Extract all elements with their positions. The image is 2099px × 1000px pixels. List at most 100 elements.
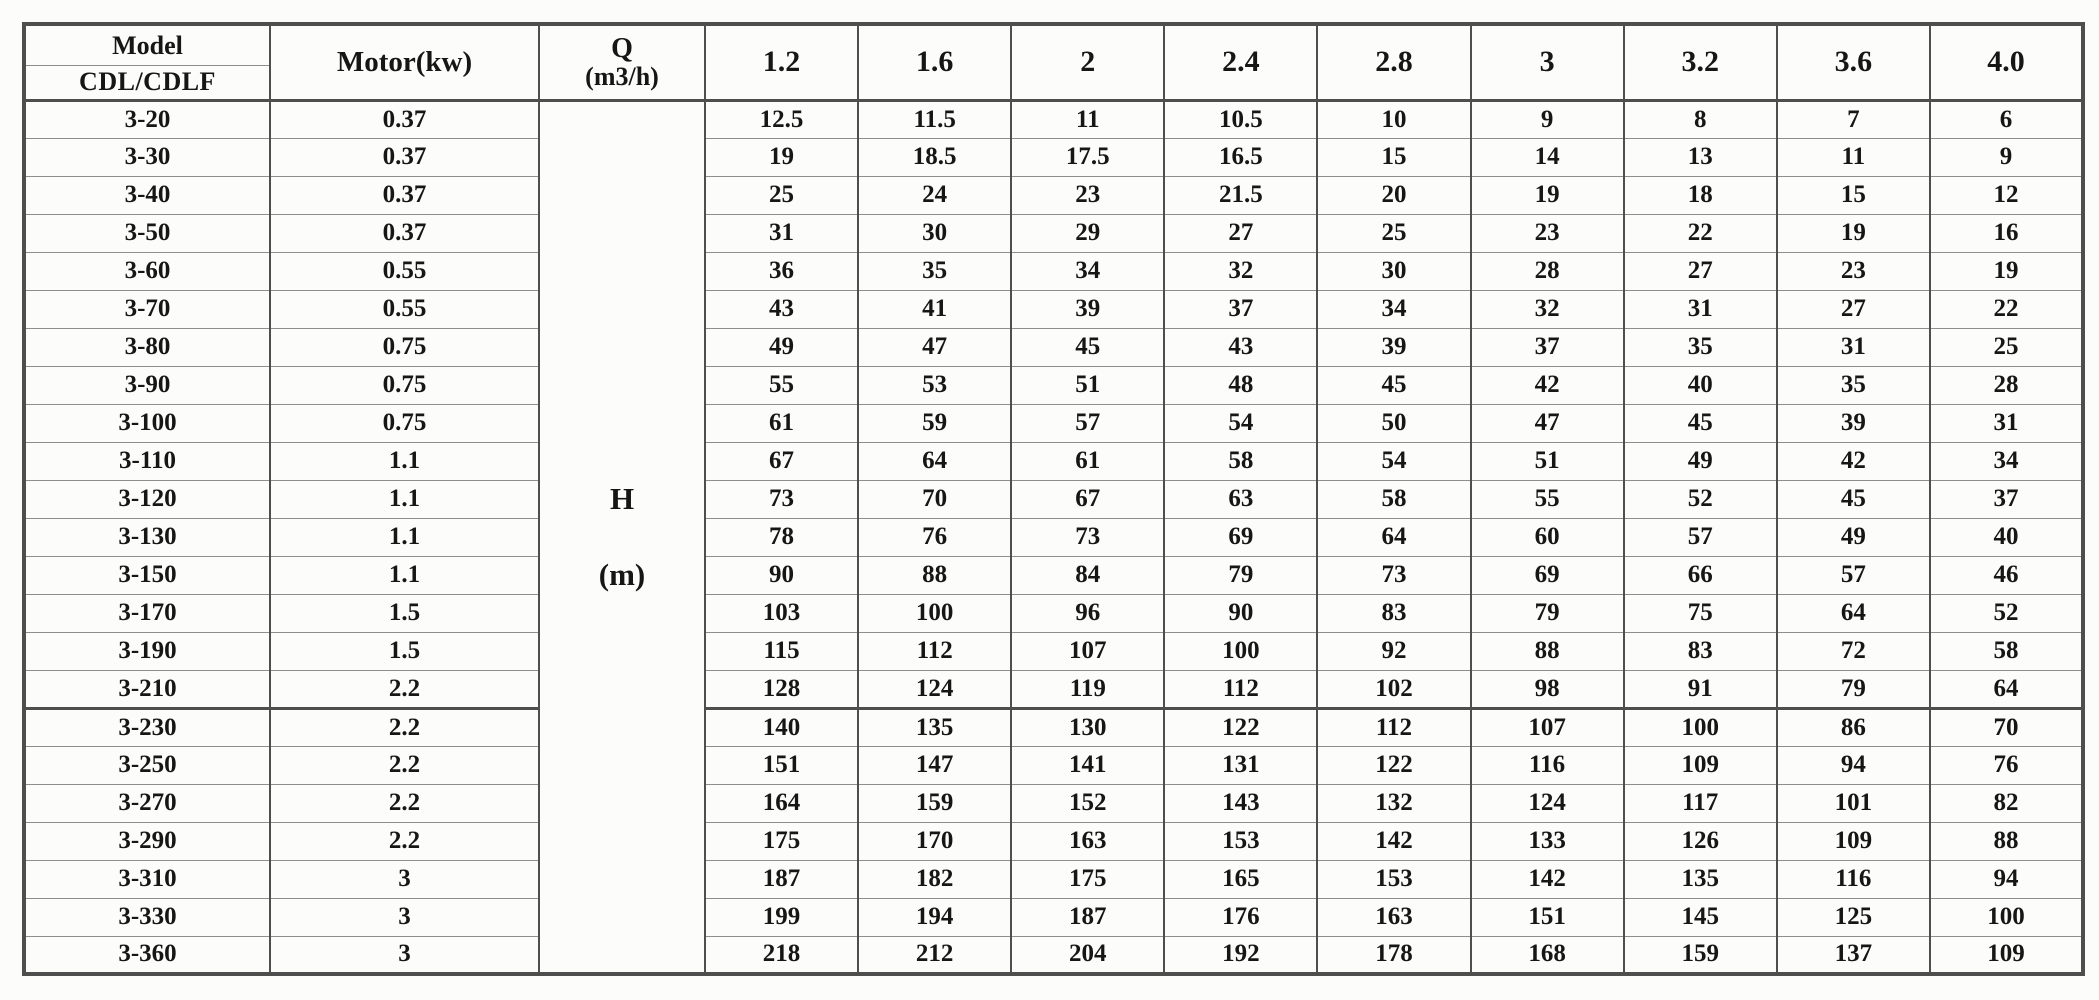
head-value-cell: 14 bbox=[1469, 137, 1625, 177]
table-row: 3-90 0.75 55 53 51 48 45 42 40 35 28 bbox=[23, 365, 2085, 405]
head-value-cell: 58 bbox=[1316, 479, 1472, 519]
head-value-cell: 199 bbox=[703, 897, 860, 937]
head-value-cell: 72 bbox=[1775, 631, 1931, 671]
head-value-cell: 168 bbox=[1469, 935, 1625, 975]
head-value-cell: 9 bbox=[1469, 99, 1625, 139]
head-value-cell: 63 bbox=[1163, 479, 1319, 519]
head-value-cell: 52 bbox=[1928, 593, 2085, 633]
head-value-cell: 131 bbox=[1163, 745, 1319, 785]
head-value-cell: 27 bbox=[1622, 251, 1778, 291]
head-value-cell: 19 bbox=[1469, 175, 1625, 215]
header-row: Model CDL/CDLF Motor(kw) Q (m3/h) 1.2 1.6… bbox=[23, 23, 2085, 102]
motor-power-cell: 2.2 bbox=[269, 669, 540, 709]
motor-power-cell: 1.5 bbox=[269, 593, 540, 633]
model-cell: 3-150 bbox=[23, 555, 271, 595]
model-cell: 3-170 bbox=[23, 593, 271, 633]
head-value-cell: 31 bbox=[1775, 327, 1931, 367]
head-value-cell: 39 bbox=[1316, 327, 1472, 367]
head-value-cell: 20 bbox=[1316, 175, 1472, 215]
head-value-cell: 47 bbox=[857, 327, 1013, 367]
head-value-cell: 86 bbox=[1775, 706, 1931, 747]
model-header-stack: Model CDL/CDLF bbox=[26, 26, 268, 97]
head-value-cell: 11 bbox=[1010, 99, 1166, 139]
head-value-cell: 159 bbox=[857, 783, 1013, 823]
model-cell: 3-210 bbox=[23, 669, 271, 709]
flow-unit-label: (m3/h) bbox=[585, 62, 659, 92]
head-value-cell: 153 bbox=[1316, 859, 1472, 899]
head-value-cell: 125 bbox=[1775, 897, 1931, 937]
model-cell: 3-360 bbox=[23, 935, 271, 975]
head-value-cell: 124 bbox=[857, 669, 1013, 709]
motor-power-cell: 2.2 bbox=[269, 821, 540, 861]
head-value-cell: 54 bbox=[1316, 441, 1472, 481]
head-value-cell: 25 bbox=[1316, 213, 1472, 253]
head-value-cell: 151 bbox=[703, 745, 860, 785]
head-value-cell: 92 bbox=[1316, 631, 1472, 671]
flow-value-header: 1.2 bbox=[703, 23, 860, 102]
head-value-cell: 45 bbox=[1010, 327, 1166, 367]
motor-power-cell: 1.1 bbox=[269, 441, 540, 481]
head-value-cell: 137 bbox=[1775, 935, 1931, 975]
table-row: 3-360 3 218 212 204 192 178 168 159 137 109 bbox=[23, 935, 2085, 975]
motor-power-cell: 1.1 bbox=[269, 479, 540, 519]
head-value-cell: 9 bbox=[1928, 137, 2085, 177]
head-value-cell: 175 bbox=[703, 821, 860, 861]
head-value-cell: 55 bbox=[703, 365, 860, 405]
head-value-cell: 142 bbox=[1469, 859, 1625, 899]
motor-power-cell: 0.75 bbox=[269, 327, 540, 367]
head-value-cell: 126 bbox=[1622, 821, 1778, 861]
head-value-cell: 60 bbox=[1469, 517, 1625, 557]
head-value-cell: 31 bbox=[1928, 403, 2085, 443]
motor-power-cell: 0.55 bbox=[269, 251, 540, 291]
head-value-cell: 52 bbox=[1622, 479, 1778, 519]
head-value-cell: 145 bbox=[1622, 897, 1778, 937]
head-value-cell: 70 bbox=[1928, 706, 2085, 747]
model-cell: 3-110 bbox=[23, 441, 271, 481]
flow-value-header: 3.2 bbox=[1622, 23, 1778, 102]
head-unit-merged-cell: H (m) bbox=[538, 99, 706, 975]
model-cell: 3-130 bbox=[23, 517, 271, 557]
head-value-cell: 29 bbox=[1010, 213, 1166, 253]
head-value-cell: 17.5 bbox=[1010, 137, 1166, 177]
model-cell: 3-290 bbox=[23, 821, 271, 861]
head-value-cell: 45 bbox=[1622, 403, 1778, 443]
head-value-cell: 132 bbox=[1316, 783, 1472, 823]
flow-symbol-label: Q bbox=[611, 32, 633, 64]
head-value-cell: 10 bbox=[1316, 99, 1472, 139]
head-value-cell: 61 bbox=[703, 403, 860, 443]
model-cell: 3-230 bbox=[23, 706, 271, 747]
head-value-cell: 35 bbox=[857, 251, 1013, 291]
head-value-cell: 32 bbox=[1163, 251, 1319, 291]
head-value-cell: 69 bbox=[1469, 555, 1625, 595]
head-value-cell: 43 bbox=[1163, 327, 1319, 367]
head-value-cell: 54 bbox=[1163, 403, 1319, 443]
head-value-cell: 12.5 bbox=[703, 99, 860, 139]
head-value-cell: 19 bbox=[1928, 251, 2085, 291]
head-value-cell: 112 bbox=[857, 631, 1013, 671]
motor-power-cell: 1.1 bbox=[269, 517, 540, 557]
head-value-cell: 45 bbox=[1775, 479, 1931, 519]
motor-power-cell: 0.37 bbox=[269, 137, 540, 177]
head-value-cell: 128 bbox=[703, 669, 860, 709]
head-value-cell: 15 bbox=[1316, 137, 1472, 177]
head-value-cell: 34 bbox=[1316, 289, 1472, 329]
head-value-cell: 35 bbox=[1775, 365, 1931, 405]
head-value-cell: 19 bbox=[703, 137, 860, 177]
head-value-cell: 159 bbox=[1622, 935, 1778, 975]
head-value-cell: 141 bbox=[1010, 745, 1166, 785]
table-row: 3-120 1.1 73 70 67 63 58 55 52 45 37 bbox=[23, 479, 2085, 519]
motor-power-cell: 0.75 bbox=[269, 365, 540, 405]
motor-power-cell: 0.37 bbox=[269, 99, 540, 139]
head-value-cell: 192 bbox=[1163, 935, 1319, 975]
head-value-cell: 94 bbox=[1928, 859, 2085, 899]
motor-power-cell: 0.37 bbox=[269, 213, 540, 253]
head-value-cell: 115 bbox=[703, 631, 860, 671]
motor-header-cell: Motor(kw) bbox=[269, 23, 540, 102]
head-value-cell: 90 bbox=[703, 555, 860, 595]
head-value-cell: 124 bbox=[1469, 783, 1625, 823]
head-value-cell: 117 bbox=[1622, 783, 1778, 823]
head-value-cell: 64 bbox=[1775, 593, 1931, 633]
motor-power-cell: 1.1 bbox=[269, 555, 540, 595]
head-value-cell: 147 bbox=[857, 745, 1013, 785]
motor-power-cell: 0.75 bbox=[269, 403, 540, 443]
